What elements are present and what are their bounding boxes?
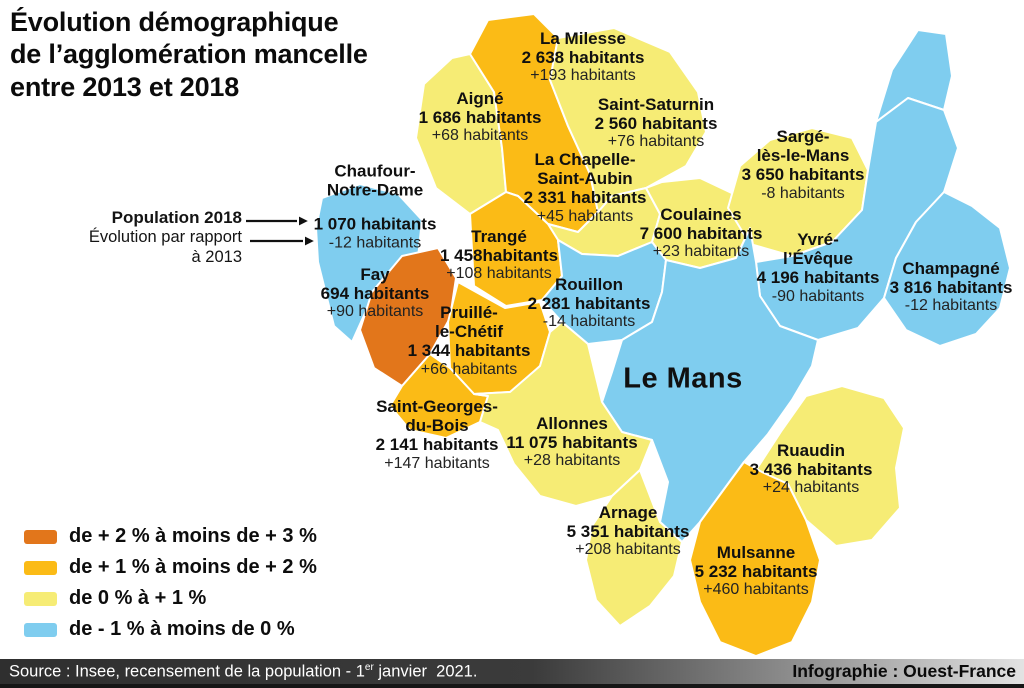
reading-key-evolution-1: Évolution par rapport (88, 228, 242, 247)
legend-swatch-zero (24, 591, 57, 606)
label-yvre-l-eveque: Yvré- l’Évêque 4 196 habitants -90 habit… (756, 230, 880, 305)
label-ruaudin: Ruaudin 3 436 habitants +24 habitants (749, 440, 873, 497)
legend: de + 2 % à moins de + 3 % de + 1 % à moi… (24, 521, 317, 645)
label-allonnes: Allonnes 11 075 habitants +28 habitants (506, 413, 638, 470)
region-shape-arnage (585, 469, 683, 627)
label-le-mans: Le Mans (623, 362, 743, 395)
reading-key-evolution-2: à 2013 (191, 247, 242, 266)
legend-swatch-plus1 (24, 560, 57, 575)
page-title-line-2: de l’agglomération mancelle (10, 39, 368, 70)
label-la-milesse: La Milesse 2 638 habitants +193 habitant… (521, 28, 645, 85)
page-title: Évolution démographique de l’agglomérati… (10, 6, 430, 103)
page-title-line-3: entre 2013 et 2018 (10, 71, 240, 102)
label-coulaines: Coulaines 7 600 habitants +23 habitants (639, 204, 763, 261)
region-shape-yvre-l-eveque (755, 97, 959, 341)
legend-item-neg: de - 1 % à moins de 0 % (24, 614, 317, 645)
infographic-credit: Infographie : Ouest-France (792, 661, 1016, 681)
reading-key-population: Population 2018 (111, 208, 242, 227)
label-pruille-le-chetif: Pruillé- le-Chétif 1 344 habitants +66 h… (407, 303, 531, 378)
label-champagne: Champagné 3 816 habitants -12 habitants (889, 258, 1013, 315)
label-chaufour-notre-dame: Chaufour- Notre-Dame 1 070 habitants -12… (313, 161, 437, 252)
label-trange: Trangé 1 458habitants +108 habitants (439, 226, 559, 283)
footer-bar: Source : Insee, recensement de la popula… (0, 659, 1024, 688)
label-saint-saturnin: Saint-Saturnin 2 560 habitants +76 habit… (594, 94, 718, 151)
label-saint-georges-du-bois: Saint-Georges- du-Bois 2 141 habitants +… (375, 397, 499, 472)
legend-item-zero: de 0 % à + 1 % (24, 583, 317, 614)
source-superscript: er (364, 662, 374, 673)
legend-swatch-plus2 (24, 529, 57, 544)
label-arnage: Arnage 5 351 habitants +208 habitants (566, 502, 690, 559)
region-shape-mulsanne (689, 461, 821, 657)
reading-key: Population 2018 Évolution par rapport à … (58, 208, 242, 267)
legend-swatch-neg (24, 622, 57, 637)
label-mulsanne: Mulsanne 5 232 habitants +460 habitants (694, 542, 818, 599)
annotation-arrow-population (246, 214, 311, 228)
region-shape-champagne (883, 191, 1011, 347)
legend-item-plus1: de + 1 % à moins de + 2 % (24, 552, 317, 583)
legend-item-plus2: de + 2 % à moins de + 3 % (24, 521, 317, 552)
page-title-line-1: Évolution démographique (10, 7, 339, 37)
label-rouillon: Rouillon 2 281 habitants -14 habitants (527, 274, 651, 331)
label-sarge-les-le-mans: Sargé- lès-le-Mans 3 650 habitants -8 ha… (741, 127, 865, 202)
label-aigne: Aigné 1 686 habitants +68 habitants (418, 88, 542, 145)
region-shape-allonnes (473, 321, 653, 507)
source-credit: Source : Insee, recensement de la popula… (9, 662, 478, 681)
label-la-chapelle-saint-aubin: La Chapelle- Saint-Aubin 2 331 habitants… (523, 150, 647, 225)
label-fay: Fay 694 habitants +90 habitants (320, 264, 430, 321)
annotation-arrow-evolution (250, 234, 317, 248)
